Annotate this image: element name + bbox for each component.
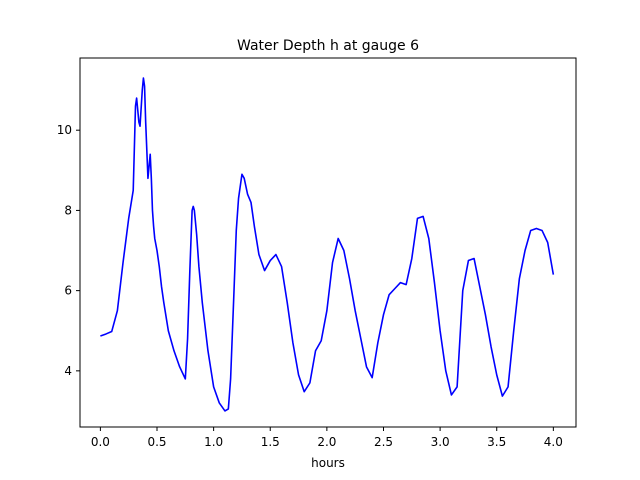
x-tick-label: 4.0: [544, 435, 563, 449]
plot-area: [100, 77, 555, 412]
x-axis-ticks: 0.0 0.5 1.0 1.5 2.0 2.5 3.0 3.5 4.0: [91, 427, 563, 449]
x-tick-label: 3.5: [487, 435, 506, 449]
x-tick-label: 0.5: [147, 435, 166, 449]
series-line-water-depth: [100, 77, 555, 412]
plot-frame: [79, 57, 577, 428]
chart-title: Water Depth h at gauge 6: [237, 38, 419, 54]
x-tick-label: 1.0: [204, 435, 223, 449]
x-tick-label: 1.5: [261, 435, 280, 449]
y-tick-label: 10: [57, 123, 72, 137]
x-axis-label: hours: [311, 456, 345, 470]
x-tick-label: 2.5: [374, 435, 393, 449]
x-tick-label: 0.0: [91, 435, 110, 449]
y-axis-ticks: 4 6 8 10: [57, 123, 80, 378]
y-tick-label: 6: [64, 284, 72, 298]
y-tick-label: 8: [64, 203, 72, 217]
x-tick-label: 3.0: [431, 435, 450, 449]
y-tick-label: 4: [64, 364, 72, 378]
x-tick-label: 2.0: [317, 435, 336, 449]
